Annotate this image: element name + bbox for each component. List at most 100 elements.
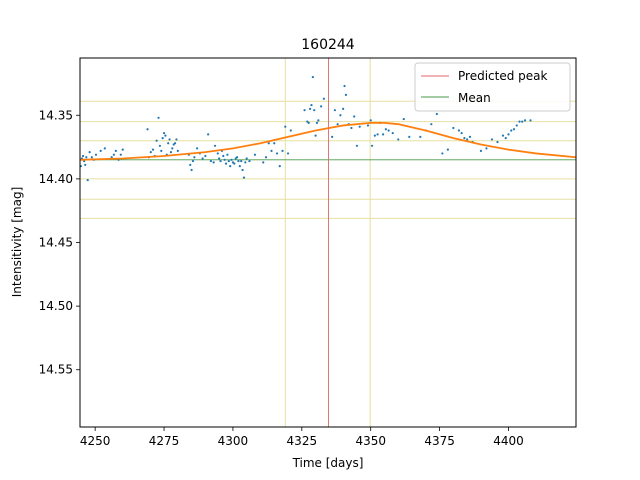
data-point xyxy=(313,109,316,112)
data-point xyxy=(343,84,346,88)
data-point xyxy=(90,156,93,159)
data-point xyxy=(168,138,171,141)
data-point xyxy=(201,157,204,160)
chart-title: 160244 xyxy=(301,37,355,53)
data-point xyxy=(479,149,483,152)
data-point xyxy=(216,152,219,155)
data-point xyxy=(84,163,87,166)
data-point xyxy=(342,107,345,110)
data-point xyxy=(303,109,306,112)
data-point xyxy=(339,114,342,117)
data-point xyxy=(281,149,284,152)
y-tick-label: 14.40 xyxy=(39,172,73,186)
data-point xyxy=(223,158,226,161)
data-point xyxy=(207,133,210,136)
data-point xyxy=(333,109,336,112)
data-point xyxy=(275,152,279,155)
data-point xyxy=(460,131,463,135)
data-point xyxy=(446,148,449,151)
data-point xyxy=(331,135,334,138)
data-point xyxy=(430,123,433,126)
data-point xyxy=(278,165,281,168)
legend-peak-label: Predicted peak xyxy=(458,69,548,83)
data-point xyxy=(213,144,217,147)
legend-box xyxy=(414,62,571,112)
data-point xyxy=(161,137,164,140)
data-point xyxy=(311,75,314,79)
data-point xyxy=(286,152,290,155)
x-axis-ticks: 4250 4275 4300 4325 4350 4375 4400 xyxy=(80,427,524,448)
data-point xyxy=(369,119,372,122)
data-point xyxy=(387,129,390,132)
data-point xyxy=(167,142,170,145)
data-point xyxy=(322,97,325,100)
data-point xyxy=(85,156,88,159)
legend: Predicted peak Mean xyxy=(414,62,571,112)
data-point xyxy=(314,134,317,137)
data-point xyxy=(242,176,246,179)
data-point xyxy=(284,125,287,128)
data-point xyxy=(463,137,466,140)
data-point xyxy=(114,149,117,152)
data-point xyxy=(402,117,405,121)
y-tick-label: 14.45 xyxy=(39,236,73,250)
data-point xyxy=(358,125,361,128)
data-point xyxy=(490,138,494,141)
x-axis-label: Time [days] xyxy=(292,456,364,470)
data-point xyxy=(308,107,312,110)
data-point xyxy=(99,149,102,152)
data-point xyxy=(230,158,233,161)
y-axis-label: Intensitivity [mag] xyxy=(10,187,24,298)
data-point xyxy=(391,131,394,135)
data-point xyxy=(240,159,243,163)
data-point xyxy=(262,161,265,164)
data-point xyxy=(209,159,212,163)
data-point xyxy=(435,112,438,116)
data-point xyxy=(244,161,247,164)
data-point xyxy=(512,128,516,131)
data-point xyxy=(245,157,248,160)
x-tick-label: 4400 xyxy=(493,434,524,448)
x-tick-label: 4250 xyxy=(80,434,111,448)
data-point xyxy=(110,156,113,159)
data-point xyxy=(171,147,174,150)
y-tick-label: 14.55 xyxy=(39,363,73,377)
y-tick-label: 14.35 xyxy=(39,108,73,122)
data-point xyxy=(523,119,527,122)
data-point xyxy=(103,147,106,150)
data-point xyxy=(370,144,374,147)
data-point xyxy=(441,152,444,155)
data-point xyxy=(457,129,460,132)
fit-curve xyxy=(80,121,576,161)
data-point xyxy=(222,154,225,158)
x-tick-label: 4275 xyxy=(149,434,180,448)
data-point xyxy=(88,151,91,154)
data-point xyxy=(146,128,149,131)
data-point xyxy=(336,123,339,126)
data-point xyxy=(233,162,236,165)
data-point xyxy=(190,168,193,172)
data-point xyxy=(189,163,192,166)
data-point xyxy=(315,121,319,124)
data-point xyxy=(466,138,469,141)
data-point xyxy=(112,153,115,156)
data-point xyxy=(353,115,356,118)
data-point xyxy=(158,144,162,147)
data-point xyxy=(176,149,179,152)
data-point xyxy=(94,153,98,156)
data-point xyxy=(235,156,239,159)
data-point xyxy=(226,153,229,156)
data-point xyxy=(485,147,488,150)
data-point xyxy=(273,142,276,145)
data-point xyxy=(307,121,310,124)
data-point xyxy=(317,119,320,122)
data-point xyxy=(515,124,518,127)
data-point xyxy=(86,179,89,182)
data-point xyxy=(397,138,400,141)
data-point xyxy=(289,129,292,132)
legend-mean-label: Mean xyxy=(458,91,491,105)
data-point xyxy=(229,165,232,168)
data-point xyxy=(162,131,166,135)
data-point xyxy=(219,159,222,163)
data-point xyxy=(518,120,521,123)
